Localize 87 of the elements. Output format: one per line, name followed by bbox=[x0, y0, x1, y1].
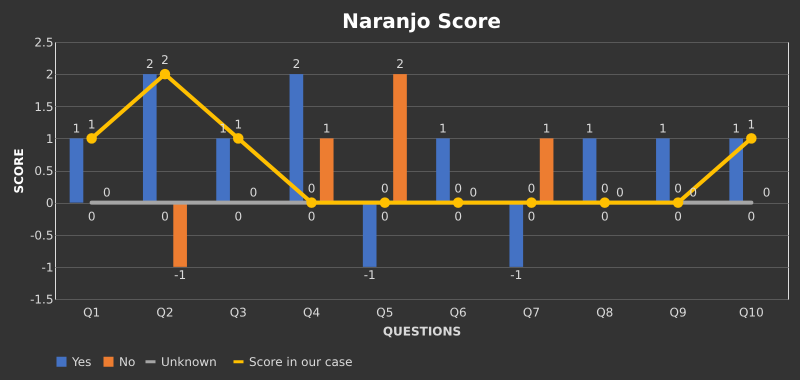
data-label: 0 bbox=[748, 210, 756, 224]
data-label: 0 bbox=[381, 182, 389, 196]
data-label: 1 bbox=[748, 117, 756, 132]
point bbox=[233, 133, 244, 144]
data-label: 0 bbox=[528, 182, 536, 196]
y-tick-label: 0 bbox=[46, 196, 54, 210]
x-tick-label: Q8 bbox=[596, 306, 614, 320]
y-tick-label: 1 bbox=[46, 132, 54, 146]
data-label: 1 bbox=[322, 121, 331, 136]
bar bbox=[656, 138, 670, 203]
data-label: 0 bbox=[161, 210, 169, 224]
data-label: 0 bbox=[308, 210, 316, 224]
bar bbox=[290, 74, 304, 203]
data-label: 0 bbox=[469, 186, 478, 200]
y-tick-label: 2 bbox=[46, 68, 54, 82]
data-label: 1 bbox=[659, 121, 667, 136]
data-label: 1 bbox=[439, 121, 447, 136]
bar bbox=[216, 138, 230, 203]
data-label: 0 bbox=[674, 182, 682, 196]
data-label: 2 bbox=[292, 57, 300, 72]
data-label: 0 bbox=[674, 210, 682, 224]
x-tick-label: Q4 bbox=[303, 306, 320, 320]
data-label: 0 bbox=[102, 186, 111, 200]
data-label: 1 bbox=[732, 121, 740, 136]
data-label: 1 bbox=[542, 121, 550, 136]
point bbox=[452, 197, 464, 208]
point bbox=[306, 197, 317, 208]
data-label: 2 bbox=[396, 57, 404, 72]
point bbox=[160, 68, 170, 80]
y-tick-label: 1.5 bbox=[34, 100, 54, 114]
point bbox=[86, 133, 97, 144]
data-label: 0 bbox=[454, 210, 462, 224]
bar bbox=[362, 202, 377, 267]
data-label: 0 bbox=[600, 182, 609, 196]
x-tick-label: Q7 bbox=[522, 306, 540, 320]
data-label: 0 bbox=[528, 210, 536, 224]
data-label: -1 bbox=[510, 268, 522, 282]
legend-label: Unknown bbox=[161, 354, 217, 369]
data-label: 2 bbox=[161, 53, 169, 68]
bar bbox=[70, 138, 84, 203]
point bbox=[746, 133, 757, 144]
data-label: -1 bbox=[174, 268, 186, 282]
point bbox=[380, 197, 390, 208]
bar bbox=[436, 138, 450, 203]
y-tick-label: -0.5 bbox=[30, 228, 54, 242]
data-label: 1 bbox=[72, 121, 80, 136]
y-tick-label: 2.5 bbox=[34, 36, 54, 50]
bar bbox=[393, 74, 407, 203]
point bbox=[526, 197, 537, 208]
x-tick-label: Q6 bbox=[450, 306, 467, 320]
data-label: 0 bbox=[600, 210, 609, 224]
y-axis-title: SCORE bbox=[12, 148, 26, 194]
data-label: 0 bbox=[381, 210, 389, 224]
data-label: 0 bbox=[454, 182, 462, 196]
data-label: 0 bbox=[234, 210, 242, 224]
y-tick-label: 0.5 bbox=[34, 164, 54, 178]
bar bbox=[320, 138, 334, 203]
x-tick-label: Q2 bbox=[156, 306, 174, 320]
data-label: -1 bbox=[364, 268, 376, 282]
legend-label: Score in our case bbox=[249, 354, 352, 369]
data-label: 1 bbox=[234, 117, 242, 132]
chart-title: Naranjo Score bbox=[342, 9, 501, 33]
data-label: 0 bbox=[762, 186, 770, 200]
data-label: 0 bbox=[308, 182, 316, 196]
data-label: 2 bbox=[146, 57, 154, 72]
bar bbox=[142, 74, 157, 203]
y-tick-label: -1.5 bbox=[30, 292, 54, 306]
data-label: 1 bbox=[586, 121, 594, 136]
data-label: 0 bbox=[88, 210, 96, 224]
data-label: 0 bbox=[616, 186, 624, 200]
x-tick-label: Q3 bbox=[230, 306, 247, 320]
legend-label: Yes bbox=[71, 354, 92, 369]
legend-label: No bbox=[119, 354, 136, 369]
x-tick-label: Q9 bbox=[670, 306, 687, 320]
bar bbox=[509, 202, 524, 267]
bar bbox=[173, 202, 187, 267]
x-axis-title: QUESTIONS bbox=[382, 324, 462, 338]
x-tick-label: Q10 bbox=[738, 306, 764, 320]
bar bbox=[582, 138, 596, 203]
x-tick-label: Q1 bbox=[83, 306, 100, 320]
data-label: 0 bbox=[250, 186, 258, 200]
point bbox=[600, 197, 610, 208]
data-label: 1 bbox=[88, 117, 96, 132]
x-tick-label: Q5 bbox=[376, 306, 394, 320]
point bbox=[672, 197, 684, 208]
bar bbox=[540, 138, 554, 203]
y-tick-label: -1 bbox=[42, 260, 54, 274]
